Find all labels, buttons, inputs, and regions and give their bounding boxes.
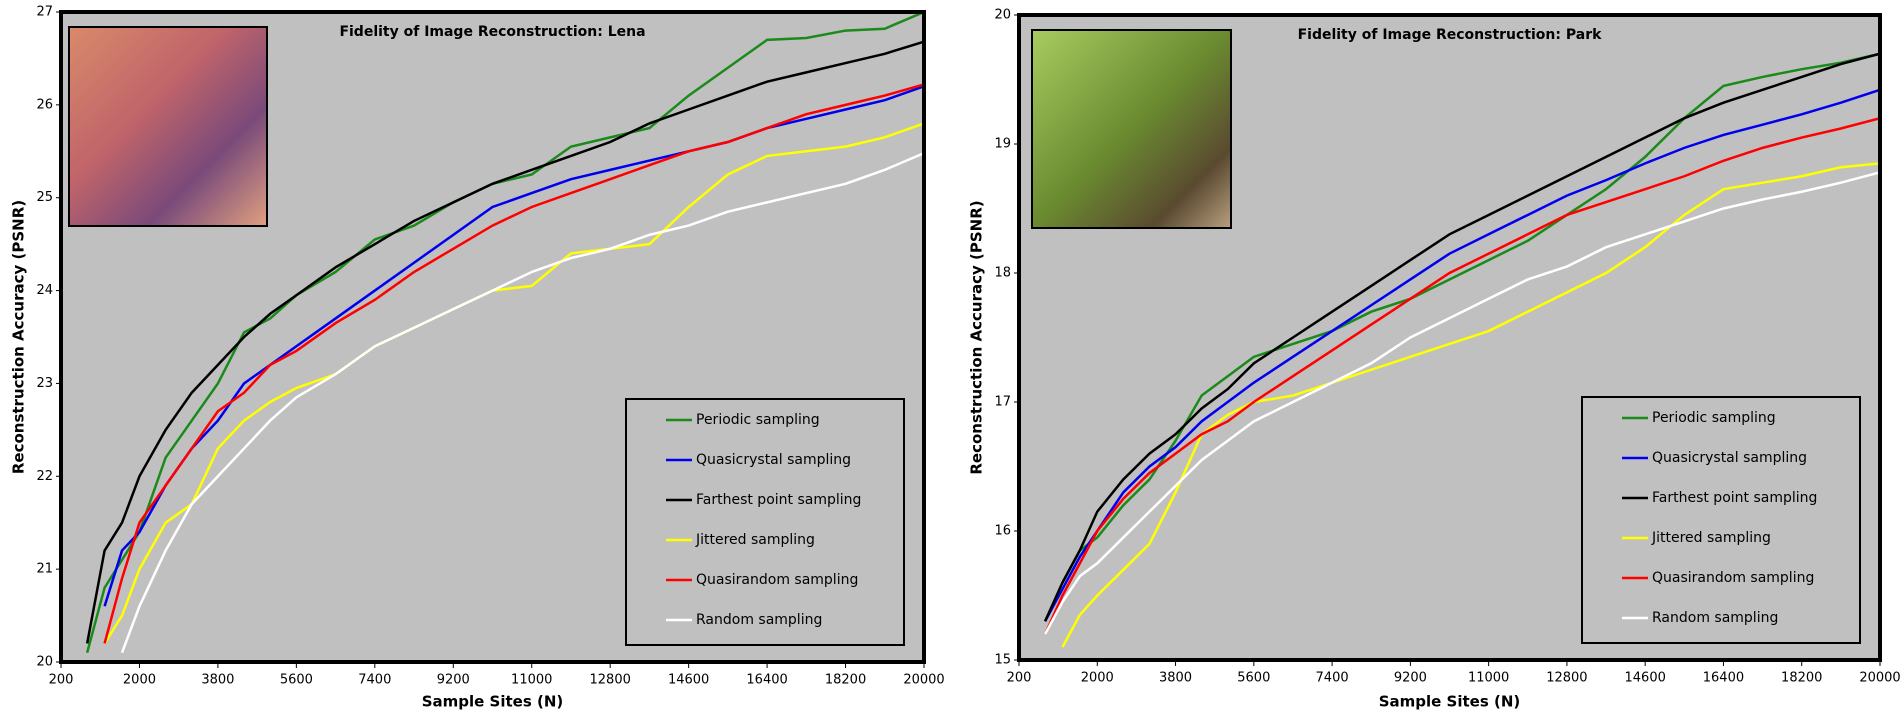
x-tick-label: 20000 — [903, 673, 944, 688]
page: 20 21 22 23 24 25 26 27 200 2000 3800 5600 7400 9200 1… — [0, 0, 1904, 715]
x-tick-label: 7400 — [1316, 671, 1349, 686]
x-tick-label: 18200 — [825, 673, 866, 688]
x-tick-label: 16400 — [746, 673, 787, 688]
x-tick-label: 5600 — [280, 673, 313, 688]
chart-title: Fidelity of Image Reconstruction: Park — [1298, 27, 1603, 43]
legend-label: Periodic sampling — [696, 412, 820, 428]
legend-box — [1582, 397, 1860, 643]
x-tick-label: 16400 — [1703, 671, 1744, 686]
x-tick-label: 3800 — [1159, 671, 1192, 686]
legend-label: Random sampling — [696, 612, 822, 628]
y-tick-label: 16 — [994, 524, 1011, 539]
y-tick-label: 24 — [36, 283, 53, 298]
x-tick-label: 2000 — [1081, 671, 1114, 686]
legend-box — [626, 399, 904, 645]
x-tick-label: 7400 — [358, 673, 391, 688]
x-tick-label: 11000 — [511, 673, 552, 688]
x-tick-label: 2000 — [123, 673, 156, 688]
legend-label: Jittered sampling — [1651, 530, 1771, 546]
chart-title: Fidelity of Image Reconstruction: Lena — [339, 24, 645, 40]
y-tick-label: 20 — [36, 655, 53, 670]
park-photo — [1032, 30, 1231, 228]
legend-label: Random sampling — [1652, 610, 1778, 626]
x-tick-label: 3800 — [201, 673, 234, 688]
x-tick-label: 9200 — [437, 673, 470, 688]
y-tick-label: 27 — [36, 5, 53, 20]
x-tick-label: 5600 — [1237, 671, 1270, 686]
y-tick-label: 15 — [994, 653, 1011, 668]
x-tick-label: 12800 — [590, 673, 631, 688]
legend-label: Quasirandom sampling — [696, 572, 858, 588]
legend-label: Farthest point sampling — [696, 492, 861, 508]
lena-photo — [69, 27, 267, 226]
x-tick-label: 14600 — [1625, 671, 1666, 686]
x-tick-label: 9200 — [1394, 671, 1427, 686]
y-tick-label: 25 — [36, 190, 53, 205]
x-tick-label: 12800 — [1546, 671, 1587, 686]
legend-label: Quasicrystal sampling — [1652, 450, 1807, 466]
x-tick-label: 14600 — [668, 673, 709, 688]
y-tick-label: 20 — [994, 8, 1011, 23]
x-tick-label: 200 — [49, 673, 74, 688]
y-tick-label: 23 — [36, 376, 53, 391]
y-tick-label: 22 — [36, 469, 53, 484]
y-tick-label: 26 — [36, 97, 53, 112]
legend-label: Quasicrystal sampling — [696, 452, 851, 468]
x-axis-label: Sample Sites (N) — [1379, 693, 1521, 711]
y-axis-label: Reconstruction Accuracy (PSNR) — [968, 200, 986, 474]
x-tick-label: 200 — [1007, 671, 1032, 686]
x-tick-label: 11000 — [1468, 671, 1509, 686]
legend-label: Periodic sampling — [1652, 410, 1776, 426]
y-tick-label: 21 — [36, 562, 53, 577]
x-tick-label: 18200 — [1781, 671, 1822, 686]
legend-label: Quasirandom sampling — [1652, 570, 1814, 586]
y-axis-label: Reconstruction Accuracy (PSNR) — [10, 200, 28, 474]
y-tick-label: 19 — [994, 137, 1011, 152]
y-tick-label: 18 — [994, 266, 1011, 281]
legend-label: Jittered sampling — [695, 532, 815, 548]
y-tick-label: 17 — [994, 395, 1011, 410]
x-tick-label: 20000 — [1859, 671, 1900, 686]
figure: 20 21 22 23 24 25 26 27 200 2000 3800 5600 7400 9200 1… — [0, 0, 1904, 711]
x-axis-label: Sample Sites (N) — [422, 693, 564, 711]
legend-label: Farthest point sampling — [1652, 490, 1817, 506]
